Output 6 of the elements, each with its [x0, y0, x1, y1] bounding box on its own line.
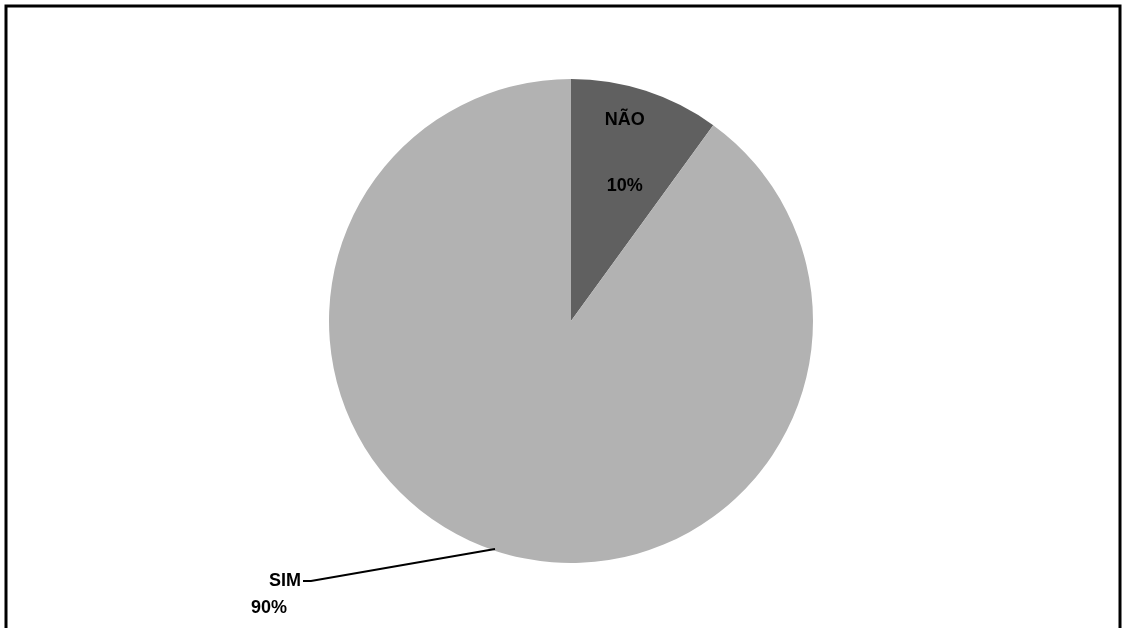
pie-slice — [571, 79, 714, 321]
slice-label: NÃO — [604, 108, 645, 130]
data-label: 90% — [250, 597, 288, 617]
data-label: 10% — [606, 175, 643, 196]
pie-slice — [329, 79, 813, 563]
slice-label: SIM — [268, 570, 301, 590]
